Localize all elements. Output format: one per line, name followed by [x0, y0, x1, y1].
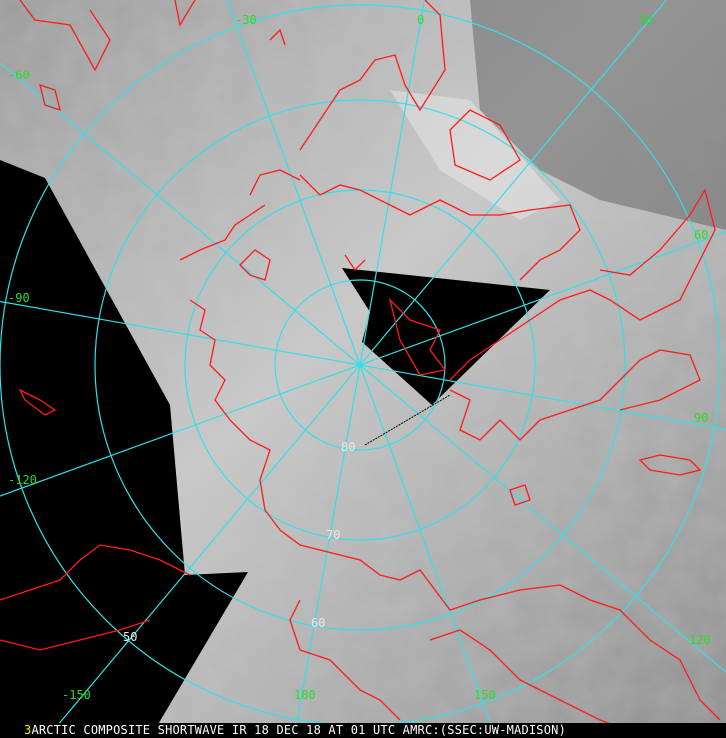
- longitude-label: 90: [694, 411, 709, 425]
- longitude-label: 180: [294, 688, 316, 702]
- longitude-line: [359, 0, 667, 366]
- longitude-label: -30: [235, 13, 257, 27]
- longitude-label: -90: [8, 291, 30, 305]
- longitude-label: 0: [417, 13, 425, 27]
- dark-ocean-region: [470, 0, 726, 230]
- longitude-label: 150: [474, 688, 496, 702]
- longitude-line: [359, 364, 726, 431]
- longitude-line: [359, 231, 726, 366]
- bright-cloud-band: [390, 90, 560, 220]
- longitude-line: [0, 62, 361, 366]
- longitude-label: -60: [8, 68, 30, 82]
- image-caption: 3ARCTIC COMPOSITE SHORTWAVE IR 18 DEC 18…: [0, 723, 726, 738]
- longitude-line: [46, 364, 361, 738]
- longitude-line: [359, 0, 425, 366]
- latitude-circle: [274, 279, 446, 451]
- latitude-label: 50: [123, 630, 138, 644]
- latitude-circle: [94, 99, 626, 631]
- latitude-label: 70: [326, 528, 341, 542]
- longitude-label: -120: [8, 473, 37, 487]
- swath-edge: [364, 394, 451, 446]
- longitude-line: [0, 300, 361, 366]
- longitude-line: [359, 364, 497, 738]
- latitude-label: 60: [311, 616, 326, 630]
- longitude-label: 30: [638, 13, 653, 27]
- longitude-label: 120: [689, 633, 711, 647]
- longitude-label: 60: [694, 228, 709, 242]
- caption-text: ARCTIC COMPOSITE SHORTWAVE IR 18 DEC 18 …: [31, 723, 567, 737]
- no-data-region-west: [0, 160, 248, 738]
- longitude-label: -150: [62, 688, 91, 702]
- longitude-line: [226, 0, 361, 366]
- latitude-label: 80: [341, 440, 356, 454]
- frame-number: 3: [24, 723, 32, 737]
- longitude-line: [359, 364, 726, 673]
- longitude-line: [0, 364, 361, 497]
